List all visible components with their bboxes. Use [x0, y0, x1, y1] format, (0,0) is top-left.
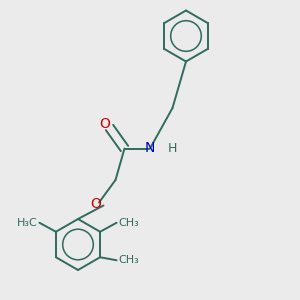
Text: N: N — [145, 142, 155, 155]
Text: O: O — [90, 197, 101, 211]
Text: CH₃: CH₃ — [118, 218, 139, 228]
Text: CH₃: CH₃ — [118, 255, 139, 265]
Text: H₃C: H₃C — [17, 218, 38, 228]
Text: H: H — [168, 142, 177, 155]
Text: O: O — [100, 118, 110, 131]
